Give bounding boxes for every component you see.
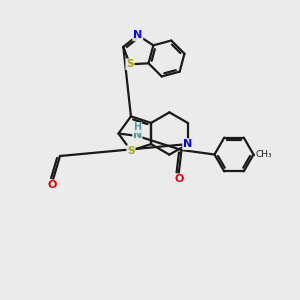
Text: H: H [133, 122, 142, 133]
Text: S: S [127, 146, 135, 156]
Text: O: O [48, 180, 57, 190]
Text: S: S [126, 59, 134, 69]
Text: CH₃: CH₃ [256, 150, 272, 159]
Text: N: N [133, 130, 142, 140]
Text: N: N [183, 139, 192, 149]
Text: O: O [174, 174, 184, 184]
Text: N: N [133, 30, 142, 40]
